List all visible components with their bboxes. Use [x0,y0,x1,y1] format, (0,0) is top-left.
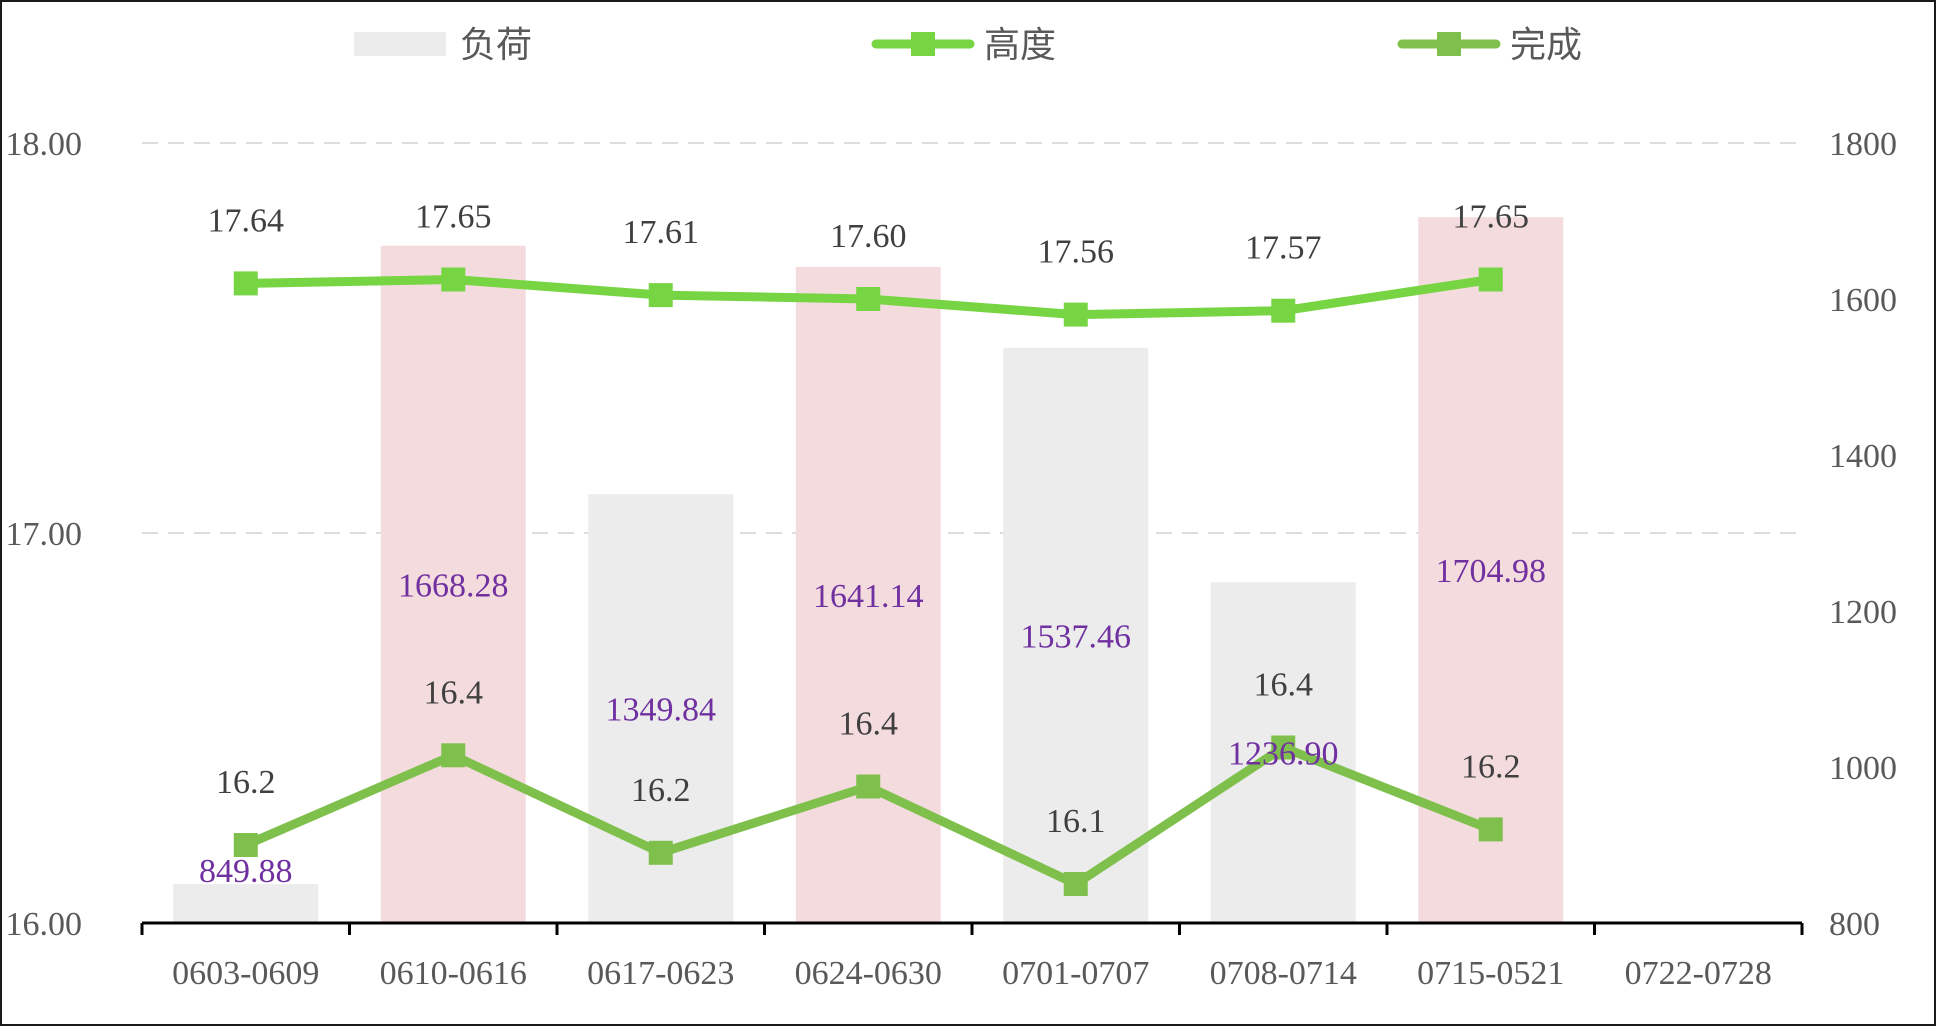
y-left-tick-label: 18.00 [6,126,83,163]
line-marker [1063,872,1088,896]
x-tick-label: 0603-0609 [172,955,319,992]
data-label: 16.2 [1461,748,1521,785]
y-right-tick-label: 1400 [1829,438,1897,475]
x-tick-label: 0722-0728 [1625,955,1772,992]
legend-swatch-bar [354,32,446,56]
line-marker [856,287,881,311]
data-label: 1704.98 [1436,553,1547,590]
legend-swatch-marker [911,32,935,56]
y-right-tick-label: 1800 [1829,126,1897,163]
data-label: 16.1 [1046,803,1106,840]
data-label: 1236.90 [1228,736,1339,773]
data-label: 17.57 [1245,230,1322,267]
bar [1418,217,1564,923]
data-label: 1349.84 [606,692,717,729]
bar [173,884,319,923]
x-tick-label: 0708-0714 [1210,955,1357,992]
line-marker [1478,267,1503,292]
data-label: 17.60 [830,218,907,255]
data-label: 1668.28 [398,567,509,604]
data-label: 17.56 [1038,234,1115,271]
data-label: 16.4 [424,674,484,711]
x-tick-label: 0624-0630 [795,955,942,992]
y-right-tick-label: 1200 [1829,594,1897,631]
line-marker [1271,735,1296,760]
y-left-tick-label: 17.00 [6,516,83,553]
data-label: 17.64 [208,202,285,239]
y-right-tick-label: 800 [1829,906,1880,943]
bar [380,245,526,924]
line-marker [648,283,673,308]
bar [1003,347,1149,923]
line-marker [648,840,673,865]
line-marker [1063,302,1088,327]
x-tick-label: 0715-0521 [1417,955,1564,992]
legend-swatch-marker [1437,32,1461,56]
legend-label: 负荷 [460,25,532,66]
legend-label: 完成 [1510,25,1582,66]
x-tick-label: 0701-0707 [1002,955,1149,992]
line-marker [233,271,258,296]
data-label: 17.65 [415,199,492,236]
data-label: 16.2 [216,764,276,801]
data-label: 16.4 [1254,667,1314,704]
x-tick-label: 0617-0623 [587,955,734,992]
line-marker [233,833,258,857]
y-right-tick-label: 1000 [1829,750,1897,787]
line-marker [441,267,466,292]
legend-label: 高度 [984,25,1056,66]
data-label: 849.88 [199,853,293,890]
legend: 负荷 高度 完成 [354,25,1582,66]
x-tick-label: 0610-0616 [380,955,527,992]
y-right-tick-label: 1600 [1829,282,1897,319]
data-label: 1537.46 [1021,618,1132,655]
line-marker [441,743,466,768]
data-label: 16.4 [839,706,899,743]
line-marker [856,774,881,799]
data-label: 1641.14 [813,578,924,615]
line-marker [1271,298,1296,323]
line-marker [1478,817,1503,842]
data-label: 16.2 [631,772,691,809]
y-left-tick-label: 16.00 [6,906,83,943]
data-label: 17.61 [623,214,700,251]
data-label: 17.65 [1453,199,1530,236]
